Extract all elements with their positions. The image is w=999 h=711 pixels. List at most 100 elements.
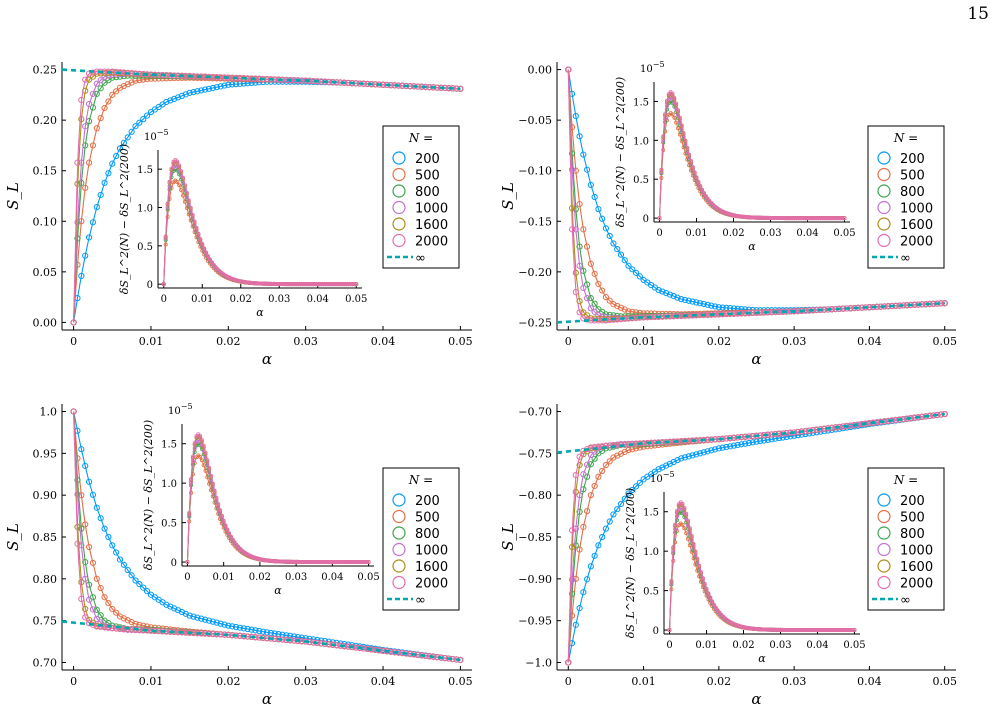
inset-series-marker <box>298 282 303 287</box>
series-marker <box>738 305 745 313</box>
series-marker <box>89 606 97 613</box>
inset-series-marker <box>277 282 282 287</box>
inset-y-label: δS_L^2(N) − δS_L^2(200) <box>142 420 155 570</box>
inset-series-marker <box>338 282 343 287</box>
series-marker <box>621 306 628 313</box>
inset-background <box>654 78 850 222</box>
main-ytick-label: −0.15 <box>518 215 552 228</box>
inset-series-marker <box>814 216 819 221</box>
inset-series-marker <box>229 276 234 281</box>
legend-marker-200 <box>392 151 406 165</box>
series-marker <box>74 540 81 547</box>
inset-series-marker <box>333 282 338 287</box>
inset-series-marker <box>169 166 174 171</box>
inset-series-marker <box>742 214 747 219</box>
main-ytick-label: −1.0 <box>525 656 552 669</box>
legend-box <box>867 125 945 269</box>
legend-marker-2000 <box>877 233 891 248</box>
series-marker <box>221 82 228 89</box>
series-marker <box>74 491 81 498</box>
series-marker <box>742 306 749 313</box>
series-marker <box>113 88 120 95</box>
series-marker <box>93 615 100 623</box>
inset-xtick-label: 0.03 <box>285 572 307 583</box>
inset-series-marker <box>698 184 703 189</box>
inset-xtick-label: 0.01 <box>213 572 235 583</box>
series-marker <box>89 559 97 567</box>
series-marker <box>109 160 116 167</box>
series-marker <box>584 316 591 323</box>
series-marker <box>587 181 594 188</box>
series-marker <box>89 90 97 97</box>
y-axis-label: S_L <box>499 523 517 551</box>
inset-series-marker <box>236 278 241 283</box>
y-axis-label: S_L <box>4 523 22 551</box>
inset-series-marker <box>175 179 180 184</box>
inset-series-marker <box>279 282 284 287</box>
series-marker <box>606 232 613 240</box>
inset-series-marker <box>238 279 243 284</box>
inset-series-marker <box>267 281 272 286</box>
inset-series-marker <box>200 242 205 247</box>
legend-label-2000: 2000 <box>415 577 448 592</box>
series-marker <box>772 308 779 316</box>
series-marker <box>85 159 93 166</box>
inset-ytick-label: 0.5 <box>643 587 659 598</box>
series-marker <box>85 596 93 603</box>
inset-series-marker <box>735 213 740 218</box>
series-marker <box>610 240 617 247</box>
inset-series-marker <box>831 216 836 221</box>
inset-series-marker <box>838 216 843 221</box>
series-marker <box>70 408 77 415</box>
inset-series-marker <box>657 216 662 221</box>
inset-series-marker <box>165 201 170 206</box>
series-marker <box>670 293 677 300</box>
main-xtick-label: 0.04 <box>371 675 396 688</box>
series-marker <box>101 624 108 631</box>
legend-label-200: 200 <box>415 152 440 167</box>
series-marker <box>136 580 143 588</box>
inset-series-marker <box>676 126 681 131</box>
inset-xtick-label: 0.02 <box>732 640 754 651</box>
inset-xtick-label: 0.05 <box>357 572 379 583</box>
main-xtick-label: 0.02 <box>707 335 732 348</box>
series-marker <box>229 623 236 630</box>
inset-series-marker <box>319 282 324 287</box>
inset-series-marker <box>186 198 191 203</box>
legend-marker-1000 <box>392 200 406 215</box>
main-xtick-label: 0.03 <box>782 335 807 348</box>
series-marker <box>132 577 139 584</box>
series-marker <box>572 269 579 276</box>
inset-series-marker <box>254 281 259 286</box>
series-marker <box>236 624 244 631</box>
inset-xtick-label: 0.01 <box>695 640 717 651</box>
series-marker <box>572 288 579 296</box>
inset-series-marker <box>182 183 187 188</box>
legend-label-1600: 1600 <box>900 560 933 575</box>
main-ytick-label: 0.05 <box>33 266 58 279</box>
inset-series-marker <box>199 458 204 463</box>
series-marker <box>89 104 97 111</box>
inset-ytick-label: 1.0 <box>161 479 177 490</box>
series-line-infinity <box>61 620 461 662</box>
series-marker <box>591 308 598 315</box>
series-marker <box>260 628 267 635</box>
series-marker <box>376 81 383 88</box>
series-marker <box>128 572 135 579</box>
inset-background <box>664 488 860 634</box>
series-marker <box>78 595 85 603</box>
inset-series-marker <box>681 131 686 136</box>
inset-series-marker <box>772 215 777 220</box>
series-marker <box>248 626 255 633</box>
inset-xtick-label: 0.02 <box>249 572 271 583</box>
series-marker <box>82 575 89 582</box>
series-marker <box>587 295 594 302</box>
series-marker <box>74 219 81 226</box>
main-ytick-label: 0.25 <box>33 64 58 77</box>
series-marker <box>614 245 621 253</box>
series-marker <box>617 251 625 258</box>
series-marker <box>252 627 259 634</box>
series-marker <box>78 116 85 123</box>
inset-series-marker <box>685 145 690 150</box>
series-marker <box>213 84 220 91</box>
